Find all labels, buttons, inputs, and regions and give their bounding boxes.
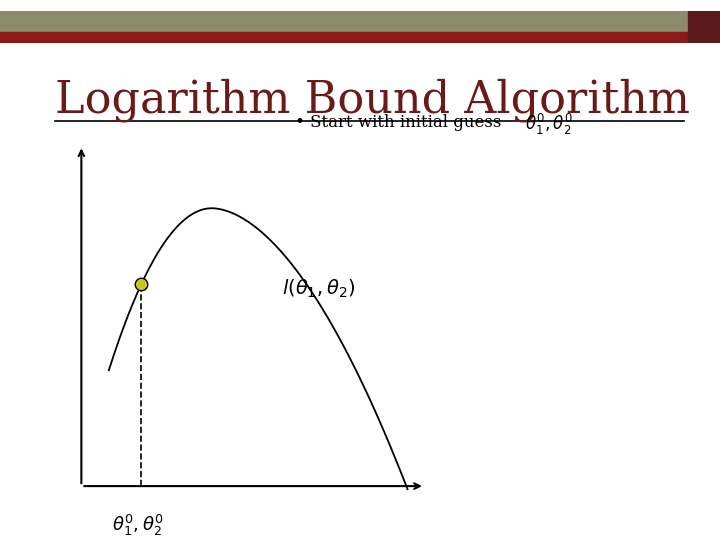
Text: $\theta_1^0, \theta_2^0$: $\theta_1^0, \theta_2^0$ bbox=[112, 513, 164, 538]
Text: • Start with initial guess: • Start with initial guess bbox=[295, 114, 507, 131]
Bar bbox=[0, 11, 720, 32]
Text: $l(\theta_1, \theta_2)$: $l(\theta_1, \theta_2)$ bbox=[282, 278, 356, 300]
Bar bbox=[0, 32, 720, 43]
Text: $\theta_1^0, \theta_2^0$: $\theta_1^0, \theta_2^0$ bbox=[526, 112, 573, 137]
Bar bbox=[688, 11, 720, 43]
Text: Logarithm Bound Algorithm: Logarithm Bound Algorithm bbox=[55, 78, 690, 122]
